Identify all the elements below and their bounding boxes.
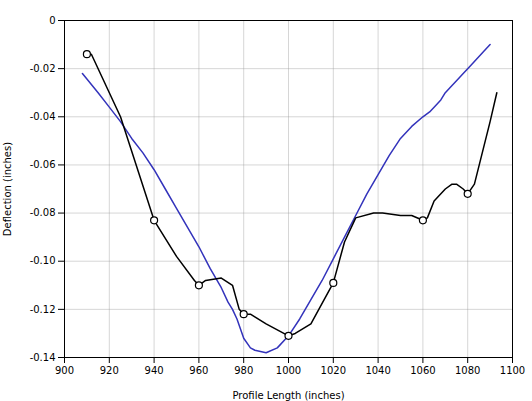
svg-text:-0.08: -0.08 [30,207,56,218]
svg-text:920: 920 [100,365,119,376]
svg-text:940: 940 [145,365,164,376]
svg-text:-0.14: -0.14 [30,352,56,363]
svg-text:-0.12: -0.12 [30,304,56,315]
svg-text:1080: 1080 [455,365,480,376]
svg-text:1060: 1060 [410,365,435,376]
svg-text:1020: 1020 [321,365,346,376]
svg-text:980: 980 [234,365,253,376]
svg-text:900: 900 [55,365,74,376]
svg-text:1100: 1100 [500,365,525,376]
svg-text:960: 960 [189,365,208,376]
svg-text:-0.06: -0.06 [30,159,56,170]
svg-text:-0.04: -0.04 [30,111,56,122]
svg-text:-0.10: -0.10 [30,255,56,266]
svg-text:Deflection (inches): Deflection (inches) [2,142,13,236]
svg-text:0: 0 [49,15,55,26]
svg-text:-0.02: -0.02 [30,63,56,74]
svg-text:Profile Length (inches): Profile Length (inches) [232,390,344,401]
svg-text:1040: 1040 [365,365,390,376]
svg-text:1000: 1000 [276,365,301,376]
